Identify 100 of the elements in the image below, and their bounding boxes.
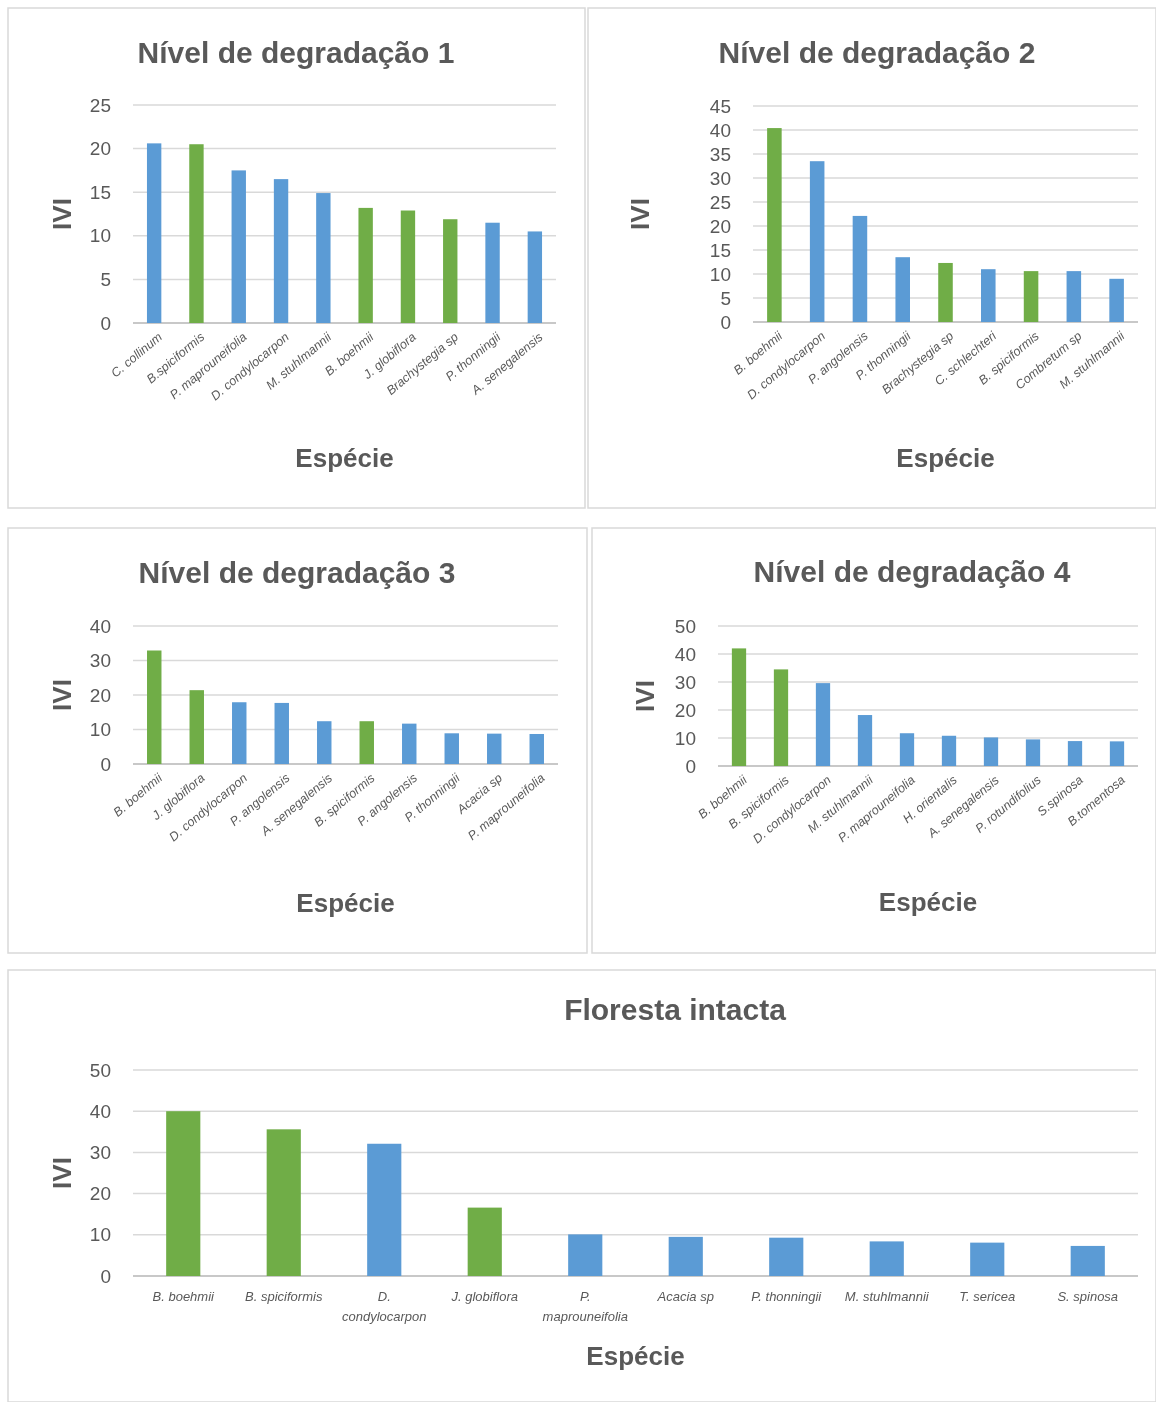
y-tick-label: 0 [100, 312, 111, 334]
y-tick-label: 25 [89, 94, 111, 116]
bar [869, 1241, 904, 1276]
y-tick-label: 10 [89, 1224, 111, 1246]
bar [367, 1143, 402, 1276]
bar [899, 733, 915, 766]
y-axis-title: IVI [47, 1157, 78, 1189]
x-tick-label: J. globiflora [450, 1289, 518, 1304]
x-tick-label: Acacia sp [656, 1289, 714, 1304]
y-tick-label: 0 [685, 755, 696, 777]
bar [444, 733, 459, 764]
bar [274, 702, 289, 764]
bar [402, 723, 417, 764]
bar [529, 733, 544, 764]
y-tick-label: 25 [709, 191, 731, 213]
y-tick-label: 20 [89, 138, 111, 160]
x-axis-title: Espécie [586, 1341, 685, 1372]
bar [731, 648, 747, 766]
chart-title: Nível de degradação 3 [138, 555, 456, 589]
y-tick-label: 20 [89, 684, 111, 706]
bar [273, 179, 289, 323]
bar [358, 207, 373, 323]
bar [359, 721, 374, 764]
bar [773, 669, 789, 766]
y-tick-label: 0 [100, 1265, 111, 1287]
x-tick-label: S. spinosa [1057, 1289, 1119, 1304]
chart-title: Nível de degradação 1 [137, 35, 455, 69]
y-tick-label: 30 [89, 1142, 111, 1164]
bar [769, 1237, 804, 1276]
y-tick-label: 50 [89, 1059, 111, 1081]
bar [189, 690, 204, 764]
y-tick-label: 35 [709, 143, 731, 165]
y-tick-label: 10 [674, 727, 696, 749]
y-tick-label: 15 [709, 239, 731, 261]
y-tick-label: 40 [709, 119, 731, 141]
bar [809, 161, 825, 322]
y-tick-label: 30 [89, 650, 111, 672]
y-tick-label: 40 [674, 643, 696, 665]
x-axis-title: Espécie [896, 443, 995, 474]
chart-title: Nível de degradação 4 [753, 554, 1071, 588]
bar [981, 269, 996, 322]
bar [317, 721, 332, 764]
y-tick-label: 5 [100, 269, 111, 291]
bar [767, 128, 782, 322]
y-axis-title: IVI [625, 198, 656, 230]
y-tick-label: 5 [720, 287, 731, 309]
y-axis-title: IVI [630, 680, 661, 712]
x-tick-label: B. spiciformis [245, 1289, 323, 1304]
bar [266, 1129, 301, 1276]
y-tick-label: 15 [89, 181, 111, 203]
y-tick-label: 50 [674, 615, 696, 637]
y-tick-label: 20 [674, 699, 696, 721]
y-tick-label: 10 [709, 263, 731, 285]
x-tick-label: P. thonningii [751, 1289, 823, 1304]
x-tick-label: M. stuhlmannii [844, 1289, 930, 1304]
y-tick-label: 0 [720, 311, 731, 333]
bar [1023, 271, 1039, 322]
bar [1070, 1245, 1105, 1276]
bar [815, 683, 831, 766]
bar [485, 222, 500, 323]
bar [668, 1236, 703, 1276]
chart-title: Floresta intacta [564, 992, 787, 1026]
chart-title: Nível de degradação 2 [718, 35, 1036, 69]
bar [970, 1242, 1005, 1276]
bar [1109, 741, 1125, 766]
y-tick-label: 10 [89, 225, 111, 247]
bar [983, 737, 999, 766]
bar [527, 231, 543, 323]
bar [568, 1234, 603, 1276]
y-tick-label: 45 [709, 95, 731, 117]
bar [189, 144, 204, 323]
x-tick-label: T. sericea [959, 1289, 1016, 1304]
y-tick-label: 40 [89, 615, 111, 637]
bar [443, 219, 458, 323]
bar [232, 702, 247, 764]
bar [857, 715, 873, 766]
x-axis-title: Espécie [296, 888, 395, 919]
x-tick-label: B. boehmii [152, 1289, 216, 1304]
bar [938, 262, 953, 322]
x-tick-label: D. condylocarpon [341, 1289, 427, 1324]
y-tick-label: 30 [674, 671, 696, 693]
bar [147, 650, 162, 764]
y-tick-label: 40 [89, 1100, 111, 1122]
bar [316, 193, 331, 323]
y-tick-label: 30 [709, 167, 731, 189]
bar [166, 1111, 201, 1276]
bar [467, 1207, 502, 1276]
bar [1066, 271, 1082, 322]
y-axis-title: IVI [47, 198, 78, 230]
bar [1067, 741, 1083, 766]
x-axis-title: Espécie [295, 443, 394, 474]
y-tick-label: 0 [100, 753, 111, 775]
bar [1109, 278, 1124, 322]
x-axis-title: Espécie [878, 887, 978, 918]
bar [852, 215, 868, 322]
y-tick-label: 20 [709, 215, 731, 237]
bar [400, 210, 416, 323]
bar [487, 733, 502, 764]
bar [231, 170, 246, 323]
y-tick-label: 20 [89, 1183, 111, 1205]
